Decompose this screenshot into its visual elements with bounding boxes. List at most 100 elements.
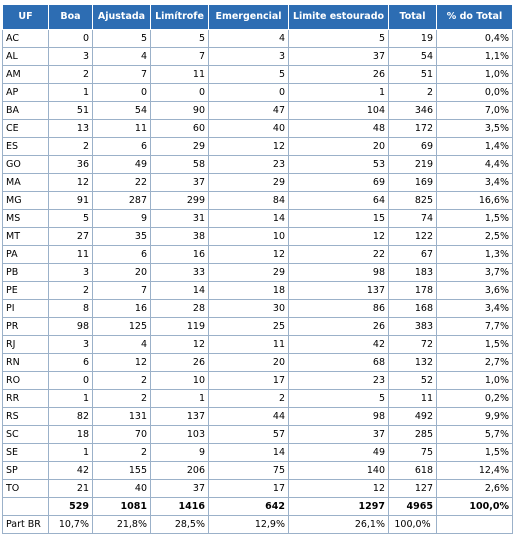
cell-percent-total: 1,5% <box>436 443 513 462</box>
cell-limitrofe: 7 <box>150 47 209 66</box>
cell-boa: 51 <box>48 101 93 120</box>
cell-boa: 3 <box>48 335 93 354</box>
cell-percent-total: 1,5% <box>436 335 513 354</box>
cell-ajustada: 49 <box>92 155 151 174</box>
cell-uf: SP <box>2 461 49 480</box>
cell-limitrofe: 28 <box>150 299 209 318</box>
cell-boa: 8 <box>48 299 93 318</box>
cell-ajustada: 12 <box>92 353 151 372</box>
cell-limitrofe: 37 <box>150 173 209 192</box>
cell-total: 51 <box>388 65 437 84</box>
cell-limitrofe: 11 <box>150 65 209 84</box>
cell-emergencial: 0 <box>208 83 289 102</box>
cell-uf: PB <box>2 263 49 282</box>
cell-ajustada: 131 <box>92 407 151 426</box>
cell-ajustada: 11 <box>92 119 151 138</box>
cell-total: 183 <box>388 263 437 282</box>
cell-limite-estourado: 26 <box>288 65 389 84</box>
cell-ajustada: 2 <box>92 443 151 462</box>
cell-boa: 42 <box>48 461 93 480</box>
total-cell-percent-total: 100,0% <box>436 497 513 516</box>
table-row: AC 0 5 5 4 5 19 0,4% <box>2 29 513 48</box>
cell-emergencial: 29 <box>208 173 289 192</box>
cell-percent-total: 12,4% <box>436 461 513 480</box>
cell-ajustada: 40 <box>92 479 151 498</box>
cell-uf: SE <box>2 443 49 462</box>
cell-uf: PI <box>2 299 49 318</box>
cell-uf: PA <box>2 245 49 264</box>
table-row: RR 1 2 1 2 5 11 0,2% <box>2 389 513 408</box>
cell-emergencial: 5 <box>208 65 289 84</box>
cell-boa: 1 <box>48 83 93 102</box>
cell-limite-estourado: 22 <box>288 245 389 264</box>
cell-limitrofe: 137 <box>150 407 209 426</box>
header-emergencial: Emergencial <box>208 4 289 30</box>
cell-total: 75 <box>388 443 437 462</box>
cell-limite-estourado: 98 <box>288 263 389 282</box>
state-classification-table: UF Boa Ajustada Limítrofe Emergencial Li… <box>2 4 513 534</box>
table-row: AL 3 4 7 3 37 54 1,1% <box>2 47 513 66</box>
cell-total: 172 <box>388 119 437 138</box>
cell-uf: RO <box>2 371 49 390</box>
cell-emergencial: 17 <box>208 479 289 498</box>
cell-total: 169 <box>388 173 437 192</box>
cell-ajustada: 125 <box>92 317 151 336</box>
header-percent-total: % do Total <box>436 4 513 30</box>
cell-emergencial: 14 <box>208 443 289 462</box>
cell-percent-total: 3,5% <box>436 119 513 138</box>
part-cell-boa: 10,7% <box>48 515 93 534</box>
cell-limite-estourado: 12 <box>288 479 389 498</box>
cell-percent-total: 9,9% <box>436 407 513 426</box>
cell-percent-total: 7,0% <box>436 101 513 120</box>
table-body: AC 0 5 5 4 5 19 0,4% AL 3 4 7 3 37 54 1,1% AM 2 7 11 5 26 51 1,… <box>2 29 513 534</box>
cell-percent-total: 1,3% <box>436 245 513 264</box>
cell-emergencial: 11 <box>208 335 289 354</box>
cell-total: 168 <box>388 299 437 318</box>
cell-limite-estourado: 53 <box>288 155 389 174</box>
header-uf: UF <box>2 4 49 30</box>
cell-limite-estourado: 140 <box>288 461 389 480</box>
cell-ajustada: 7 <box>92 281 151 300</box>
cell-ajustada: 2 <box>92 389 151 408</box>
header-total: Total <box>388 4 437 30</box>
cell-boa: 1 <box>48 389 93 408</box>
cell-limite-estourado: 104 <box>288 101 389 120</box>
cell-total: 825 <box>388 191 437 210</box>
cell-percent-total: 4,4% <box>436 155 513 174</box>
cell-boa: 0 <box>48 29 93 48</box>
table-row: AP 1 0 0 0 1 2 0,0% <box>2 83 513 102</box>
cell-total: 285 <box>388 425 437 444</box>
cell-uf: CE <box>2 119 49 138</box>
part-cell-emergencial: 12,9% <box>208 515 289 534</box>
cell-limite-estourado: 86 <box>288 299 389 318</box>
cell-ajustada: 35 <box>92 227 151 246</box>
cell-limite-estourado: 37 <box>288 425 389 444</box>
cell-boa: 98 <box>48 317 93 336</box>
cell-total: 178 <box>388 281 437 300</box>
cell-boa: 82 <box>48 407 93 426</box>
cell-limite-estourado: 98 <box>288 407 389 426</box>
cell-total: 127 <box>388 479 437 498</box>
cell-total: 72 <box>388 335 437 354</box>
table-row: BA 51 54 90 47 104 346 7,0% <box>2 101 513 120</box>
table-row: PB 3 20 33 29 98 183 3,7% <box>2 263 513 282</box>
cell-boa: 11 <box>48 245 93 264</box>
cell-limitrofe: 26 <box>150 353 209 372</box>
cell-uf: MS <box>2 209 49 228</box>
header-boa: Boa <box>48 4 93 30</box>
cell-uf: BA <box>2 101 49 120</box>
table-row: RO 0 2 10 17 23 52 1,0% <box>2 371 513 390</box>
cell-emergencial: 12 <box>208 245 289 264</box>
table-row: PR 98 125 119 25 26 383 7,7% <box>2 317 513 336</box>
cell-total: 2 <box>388 83 437 102</box>
cell-percent-total: 3,7% <box>436 263 513 282</box>
cell-total: 54 <box>388 47 437 66</box>
cell-ajustada: 20 <box>92 263 151 282</box>
part-cell-limite-estourado: 26,1% <box>288 515 389 534</box>
table-row: MT 27 35 38 10 12 122 2,5% <box>2 227 513 246</box>
cell-limite-estourado: 15 <box>288 209 389 228</box>
cell-percent-total: 1,5% <box>436 209 513 228</box>
table-row: ES 2 6 29 12 20 69 1,4% <box>2 137 513 156</box>
table-row: PI 8 16 28 30 86 168 3,4% <box>2 299 513 318</box>
cell-uf: PE <box>2 281 49 300</box>
